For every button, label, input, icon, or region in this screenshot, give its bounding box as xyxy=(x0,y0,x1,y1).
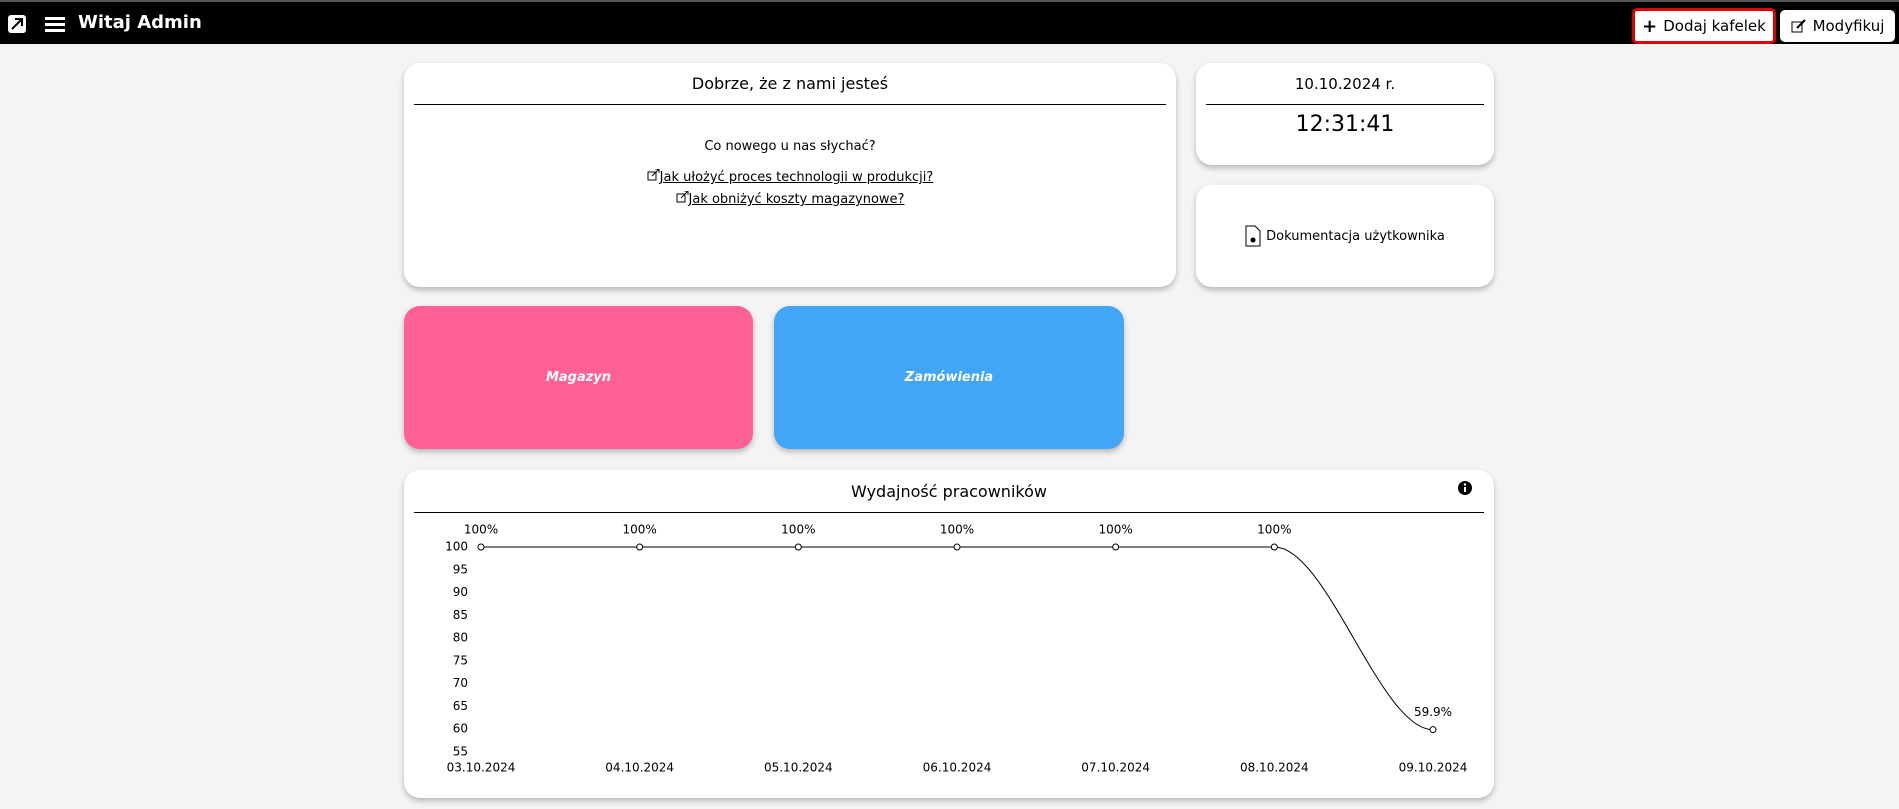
x-tick-label: 07.10.2024 xyxy=(1081,761,1150,775)
top-bar: Witaj Admin + Dodaj kafelek Modyfikuj xyxy=(0,0,1899,44)
y-tick-label: 60 xyxy=(453,722,468,736)
divider xyxy=(1206,104,1484,105)
data-label: 59.9% xyxy=(1414,705,1452,719)
data-label: 100% xyxy=(940,523,974,537)
divider xyxy=(414,104,1166,105)
y-tick-label: 55 xyxy=(453,745,468,759)
add-tile-label: Dodaj kafelek xyxy=(1663,17,1766,35)
logo[interactable] xyxy=(7,14,27,34)
tile-label: Zamówienia xyxy=(904,370,994,385)
welcome-card: Dobrze, że z nami jesteś Co nowego u nas… xyxy=(404,63,1176,287)
y-tick-label: 90 xyxy=(453,585,468,599)
docs-card[interactable]: Dokumentacja użytkownika xyxy=(1196,185,1494,287)
tile-zamowienia[interactable]: Zamówienia xyxy=(774,306,1124,449)
x-tick-label: 08.10.2024 xyxy=(1240,761,1309,775)
modify-button[interactable]: Modyfikuj xyxy=(1780,10,1895,42)
info-icon[interactable] xyxy=(1457,480,1473,496)
link[interactable]: Jak obniżyć koszty magazynowe? xyxy=(688,192,905,207)
y-tick-label: 85 xyxy=(453,608,468,622)
welcome-title: Dobrze, że z nami jesteś xyxy=(691,74,889,93)
y-tick-label: 95 xyxy=(453,562,468,576)
modify-label: Modyfikuj xyxy=(1812,17,1885,35)
link[interactable]: Jak ułożyć proces technologii w produkcj… xyxy=(659,170,934,185)
x-tick-label: 04.10.2024 xyxy=(605,761,674,775)
data-label: 100% xyxy=(464,523,498,537)
point xyxy=(477,543,485,551)
x-tick-label: 05.10.2024 xyxy=(764,761,833,775)
menu-icon[interactable] xyxy=(45,16,65,32)
data-label: 100% xyxy=(1257,523,1291,537)
tile-magazyn[interactable]: Magazyn xyxy=(404,306,753,449)
data-label: 100% xyxy=(623,523,657,537)
date: 10.10.2024 r. xyxy=(1294,75,1396,93)
clock-card: 10.10.2024 r. 12:31:41 xyxy=(1196,63,1494,165)
point xyxy=(953,543,961,551)
data-label: 100% xyxy=(781,523,815,537)
point xyxy=(1429,726,1437,734)
x-tick-label: 06.10.2024 xyxy=(923,761,992,775)
add-tile-button[interactable]: + Dodaj kafelek xyxy=(1632,8,1776,44)
link-row: Jak obniżyć koszty magazynowe? xyxy=(404,190,1176,207)
docs-label: Dokumentacja użytkownika xyxy=(1266,228,1445,244)
divider xyxy=(414,512,1484,513)
header-title: Witaj Admin xyxy=(78,12,202,33)
welcome-text: Co nowego u nas słychać? xyxy=(704,139,876,154)
series-line xyxy=(480,546,1434,731)
x-tick-label: 09.10.2024 xyxy=(1399,761,1468,775)
chart-title: Wydajność pracowników xyxy=(851,482,1047,501)
y-tick-label: 70 xyxy=(453,676,468,690)
data-label: 100% xyxy=(1099,523,1133,537)
tile-label: Magazyn xyxy=(545,370,612,385)
point xyxy=(1270,543,1278,551)
point xyxy=(636,543,644,551)
link-row: Jak ułożyć proces technologii w produkcj… xyxy=(404,168,1176,185)
chart-card: Wydajność pracowników 55 60 65 70 75 80 85 90 95… xyxy=(404,470,1494,798)
y-tick-label: 100 xyxy=(445,540,468,554)
file-icon xyxy=(1245,225,1261,247)
chart: 55 60 65 70 75 80 85 90 95 100 03.10.2024 04.10.202… xyxy=(445,523,1468,775)
time: 12:31:41 xyxy=(1295,112,1395,137)
y-tick-label: 65 xyxy=(453,699,468,713)
y-tick-label: 80 xyxy=(453,631,468,645)
point xyxy=(1112,543,1120,551)
point xyxy=(794,543,802,551)
y-tick-label: 75 xyxy=(453,653,468,667)
x-tick-label: 03.10.2024 xyxy=(447,761,516,775)
